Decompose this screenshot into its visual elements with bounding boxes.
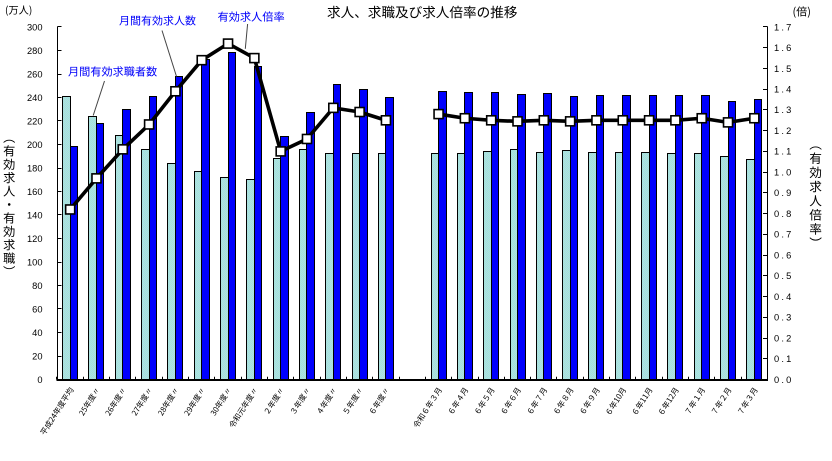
svg-text:0.4: 0.4	[774, 292, 794, 302]
svg-text:60: 60	[32, 304, 42, 314]
svg-text:40: 40	[32, 328, 42, 338]
svg-text:0: 0	[37, 375, 42, 385]
svg-text:180: 180	[27, 163, 43, 173]
svg-text:1.0: 1.0	[774, 167, 794, 177]
svg-text:240: 240	[27, 93, 43, 103]
svg-text:100: 100	[27, 257, 43, 267]
svg-text:1.7: 1.7	[774, 22, 794, 32]
svg-text:0.3: 0.3	[774, 313, 794, 323]
svg-text:0.1: 0.1	[774, 354, 794, 364]
svg-text:0.8: 0.8	[774, 209, 794, 219]
svg-text:280: 280	[27, 46, 43, 56]
svg-text:260: 260	[27, 69, 43, 79]
svg-text:1.4: 1.4	[774, 85, 794, 95]
svg-text:0.2: 0.2	[774, 333, 794, 343]
svg-text:0.6: 0.6	[774, 250, 794, 260]
svg-text:80: 80	[32, 281, 42, 291]
svg-text:1.2: 1.2	[774, 126, 794, 136]
svg-text:1.6: 1.6	[774, 43, 794, 53]
svg-text:1.1: 1.1	[774, 147, 794, 157]
svg-text:160: 160	[27, 187, 43, 197]
svg-text:0.0: 0.0	[774, 375, 794, 385]
svg-text:20: 20	[32, 351, 42, 361]
svg-text:0.5: 0.5	[774, 271, 794, 281]
svg-text:120: 120	[27, 234, 43, 244]
svg-text:140: 140	[27, 210, 43, 220]
svg-text:0.9: 0.9	[774, 188, 794, 198]
svg-text:300: 300	[27, 22, 43, 32]
svg-text:1.3: 1.3	[774, 105, 794, 115]
svg-text:220: 220	[27, 116, 43, 126]
svg-text:200: 200	[27, 140, 43, 150]
svg-text:1.5: 1.5	[774, 64, 794, 74]
svg-text:0.7: 0.7	[774, 230, 794, 240]
